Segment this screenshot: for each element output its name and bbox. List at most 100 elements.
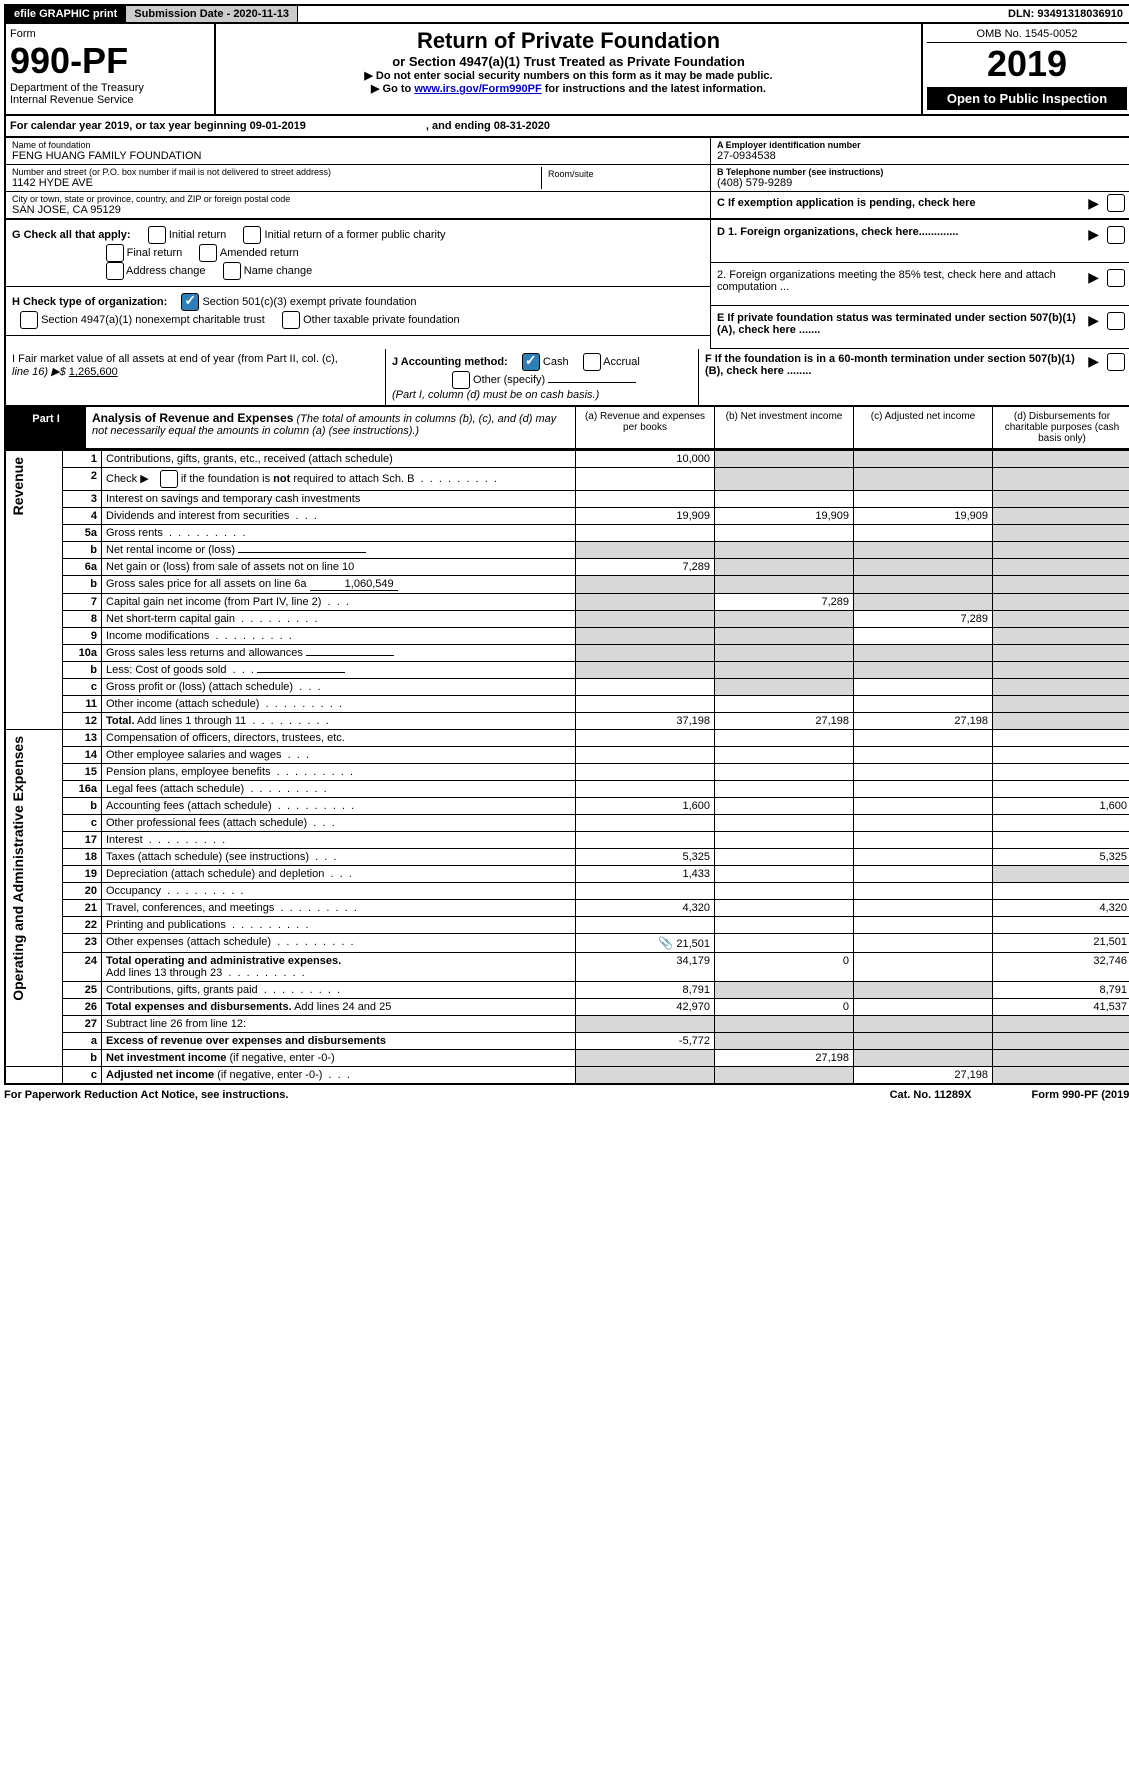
part1-tab: Part I [6,407,86,448]
row-25: 25Contributions, gifts, grants paid8,791… [5,982,1129,999]
ein: 27-0934538 [717,150,1125,162]
row-10c: cGross profit or (loss) (attach schedule… [5,679,1129,696]
g-label: G Check all that apply: [12,229,131,241]
row-19: 19Depreciation (attach schedule) and dep… [5,866,1129,883]
j-note: (Part I, column (d) must be on cash basi… [392,389,599,401]
col-d: (d) Disbursements for charitable purpose… [992,407,1129,448]
g-initial-return-cb[interactable] [148,226,166,244]
form-number: 990-PF [10,40,210,82]
f-checkbox[interactable] [1107,353,1125,371]
section-g-d: G Check all that apply: Initial return I… [4,220,1129,349]
row-5a: 5aGross rents [5,525,1129,542]
part1-title: Analysis of Revenue and Expenses (The to… [86,407,575,448]
form-subtitle: or Section 4947(a)(1) Trust Treated as P… [220,54,917,69]
e-label: E If private foundation status was termi… [717,312,1088,342]
name-label: Name of foundation [12,140,704,150]
form-word: Form [10,28,210,40]
ijf-row: I Fair market value of all assets at end… [4,349,1129,407]
addr-label: Number and street (or P.O. box number if… [12,167,541,177]
calendar-year-row: For calendar year 2019, or tax year begi… [4,116,1129,138]
g-initial-former-cb[interactable] [243,226,261,244]
row-22: 22Printing and publications [5,917,1129,934]
attachment-icon[interactable]: 📎 [658,936,673,950]
d1-checkbox[interactable] [1107,226,1125,244]
e-checkbox[interactable] [1107,312,1125,330]
row-13: Operating and Administrative Expenses 13… [5,730,1129,747]
footer-notice: For Paperwork Reduction Act Notice, see … [4,1089,288,1101]
j-label: J Accounting method: [392,356,508,368]
row-16a: 16aLegal fees (attach schedule) [5,781,1129,798]
form-note-2: ▶ Go to www.irs.gov/Form990PF for instru… [220,82,917,95]
row-12: 12Total. Add lines 1 through 1137,19827,… [5,713,1129,730]
j-other-line [548,382,636,383]
row-9: 9Income modifications [5,628,1129,645]
city: SAN JOSE, CA 95129 [12,204,704,216]
d2-label: 2. Foreign organizations meeting the 85%… [717,269,1088,299]
g-final-return-cb[interactable] [106,244,124,262]
i-fmv: 1,265,600 [69,366,118,378]
row-10a: 10aGross sales less returns and allowanc… [5,645,1129,662]
j-cash-cb[interactable] [522,353,540,371]
row-27c: cAdjusted net income (if negative, enter… [5,1067,1129,1085]
r2-checkbox[interactable] [160,470,178,488]
row-6a: 6aNet gain or (loss) from sale of assets… [5,559,1129,576]
row-16b: bAccounting fees (attach schedule)1,6001… [5,798,1129,815]
form-title: Return of Private Foundation [220,28,917,54]
row-18: 18Taxes (attach schedule) (see instructi… [5,849,1129,866]
dept-1: Department of the Treasury [10,82,210,94]
row-15: 15Pension plans, employee benefits [5,764,1129,781]
d2-checkbox[interactable] [1107,269,1125,287]
i-label-2: line 16) ▶$ [12,366,66,378]
row-10b: bLess: Cost of goods sold [5,662,1129,679]
col-c: (c) Adjusted net income [853,407,992,448]
tax-year: 2019 [927,43,1127,85]
h-block: H Check type of organization: Section 50… [6,287,710,336]
row-14: 14Other employee salaries and wages [5,747,1129,764]
c-checkbox[interactable] [1107,194,1125,212]
row-27: 27Subtract line 26 from line 12: [5,1016,1129,1033]
open-inspection: Open to Public Inspection [927,87,1127,110]
c-label: C If exemption application is pending, c… [717,197,1088,209]
phone-label: B Telephone number (see instructions) [717,167,1125,177]
row-23: 23Other expenses (attach schedule)📎 21,5… [5,934,1129,953]
col-a: (a) Revenue and expenses per books [575,407,714,448]
row-20: 20Occupancy [5,883,1129,900]
g-block: G Check all that apply: Initial return I… [6,220,710,287]
row-1: Revenue 1 Contributions, gifts, grants, … [5,451,1129,468]
top-bar: efile GRAPHIC print Submission Date - 20… [4,4,1129,24]
f-label: F If the foundation is in a 60-month ter… [705,353,1088,401]
g-amended-cb[interactable] [199,244,217,262]
h-4947-cb[interactable] [20,311,38,329]
part1-table: Revenue 1 Contributions, gifts, grants, … [4,450,1129,1085]
part1-header: Part I Analysis of Revenue and Expenses … [4,407,1129,450]
revenue-side-label: Revenue [10,453,26,519]
efile-badge: efile GRAPHIC print [6,6,126,22]
room-label: Room/suite [548,169,698,179]
row-4: 4Dividends and interest from securities1… [5,508,1129,525]
i-label-1: I Fair market value of all assets at end… [12,353,338,365]
form-note-1: ▶ Do not enter social security numbers o… [220,69,917,82]
d1-label: D 1. Foreign organizations, check here..… [717,226,1088,256]
g-name-change-cb[interactable] [223,262,241,280]
form-header: Form 990-PF Department of the Treasury I… [4,24,1129,116]
cal-begin: For calendar year 2019, or tax year begi… [10,120,306,132]
footer-form: Form 990-PF (2019) [1032,1089,1129,1101]
j-other-cb[interactable] [452,371,470,389]
row-6b: bGross sales price for all assets on lin… [5,576,1129,594]
h-501c3-cb[interactable] [181,293,199,311]
expenses-side-label: Operating and Administrative Expenses [10,732,26,1005]
arrow-icon: ▶ [1088,195,1099,212]
dept-2: Internal Revenue Service [10,94,210,106]
omb-number: OMB No. 1545-0052 [927,28,1127,43]
row-17: 17Interest [5,832,1129,849]
g-address-change-cb[interactable] [106,262,124,280]
footer-catno: Cat. No. 11289X [890,1089,972,1101]
row-3: 3Interest on savings and temporary cash … [5,491,1129,508]
col-b: (b) Net investment income [714,407,853,448]
irs-link[interactable]: www.irs.gov/Form990PF [414,83,541,95]
j-accrual-cb[interactable] [583,353,601,371]
row-8: 8Net short-term capital gain7,289 [5,611,1129,628]
foundation-name: FENG HUANG FAMILY FOUNDATION [12,150,704,162]
submission-date: Submission Date - 2020-11-13 [126,6,298,22]
h-other-taxable-cb[interactable] [282,311,300,329]
